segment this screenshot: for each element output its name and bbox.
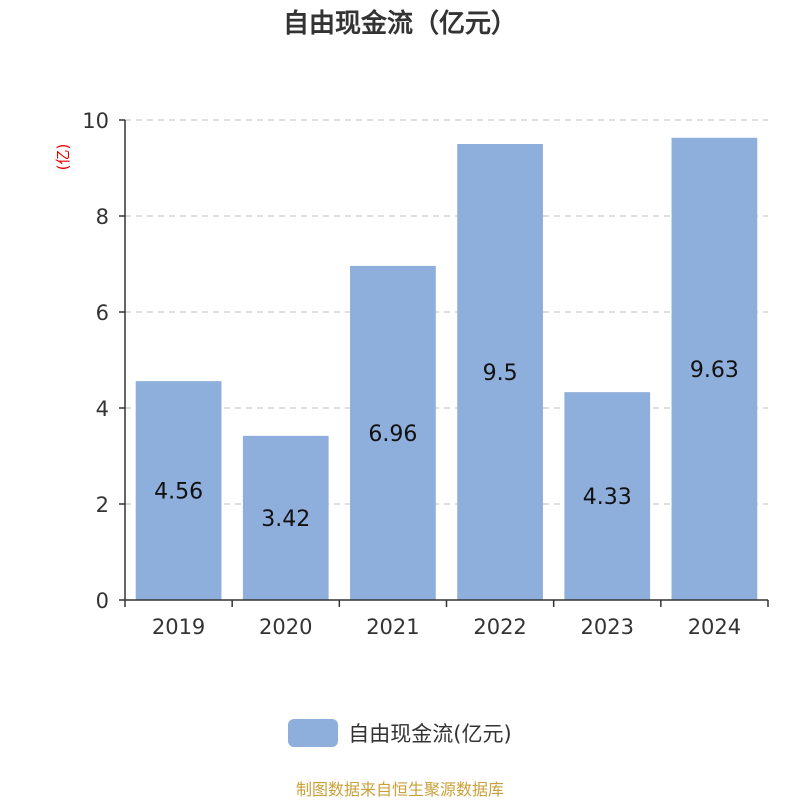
- bar-2022[interactable]: [457, 144, 543, 600]
- data-label: 3.42: [261, 507, 310, 532]
- legend-swatch: [288, 719, 339, 747]
- axes: [119, 119, 769, 607]
- bar-2019[interactable]: [135, 381, 222, 600]
- data-label: 4.56: [154, 480, 203, 505]
- data-label: 6.96: [368, 422, 417, 447]
- data-label: 9.5: [483, 361, 518, 386]
- x-tick-label: 2024: [688, 615, 741, 639]
- labels: 0 2 4 6 8 10 (亿) 4.56 2019 3.42 2020 6.96 2021 9.5 202…: [54, 109, 741, 639]
- x-tick-label: 2020: [259, 615, 312, 639]
- bar-2023[interactable]: [564, 392, 651, 600]
- y-axis-title: (亿): [54, 144, 72, 171]
- y-tick-label: 0: [96, 589, 109, 613]
- x-tick-label: 2021: [366, 615, 419, 639]
- y-tick-label: 6: [96, 301, 109, 325]
- x-tick-label: 2023: [581, 615, 634, 639]
- grid-lines: [125, 119, 768, 505]
- legend[interactable]: 自由现金流(亿元): [0, 718, 800, 748]
- y-tick-label: 10: [82, 109, 109, 133]
- y-tick-label: 2: [96, 493, 109, 517]
- bar-2024[interactable]: [671, 137, 758, 600]
- chart-title: 自由现金流（亿元）: [282, 9, 517, 39]
- x-tick-label: 2019: [152, 615, 205, 639]
- legend-label: 自由现金流(亿元): [348, 722, 512, 746]
- bar-2021[interactable]: [350, 265, 436, 600]
- source-note: 制图数据来自恒生聚源数据库: [295, 780, 504, 799]
- y-tick-label: 8: [96, 205, 109, 229]
- x-tick-label: 2022: [473, 615, 526, 639]
- bars: [135, 137, 758, 600]
- y-tick-label: 4: [96, 397, 109, 421]
- data-label: 4.33: [583, 485, 632, 510]
- bar-2020[interactable]: [242, 435, 329, 600]
- data-label: 9.63: [690, 358, 739, 383]
